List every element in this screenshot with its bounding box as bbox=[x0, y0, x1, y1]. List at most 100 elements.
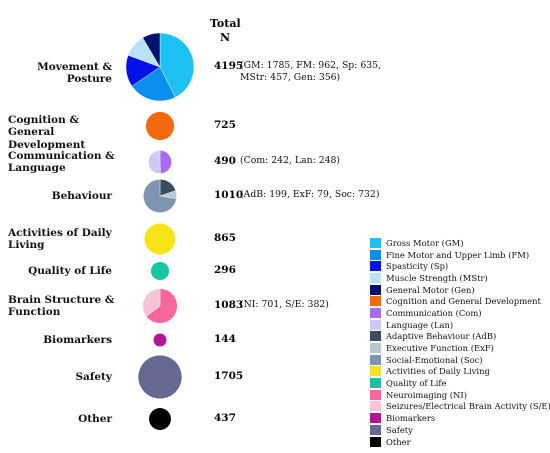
category-label-line: Behaviour bbox=[51, 189, 112, 202]
category-label-line: Other bbox=[78, 412, 112, 425]
breakdown-detail-line: (AdB: 199, ExF: 79, Soc: 732) bbox=[240, 189, 380, 200]
legend-swatch bbox=[370, 272, 381, 283]
pie-slice-qol bbox=[150, 261, 170, 281]
category-label: Quality of Life bbox=[0, 265, 112, 278]
pie-slice-com bbox=[159, 150, 172, 174]
category-label-line: Brain Structure & bbox=[8, 293, 115, 306]
total-value: 1705 bbox=[214, 370, 244, 382]
total-value: 4195 bbox=[214, 60, 244, 72]
category-label-line: Living bbox=[8, 239, 45, 251]
legend-swatch bbox=[370, 249, 381, 260]
category-label: Behaviour bbox=[0, 190, 112, 203]
category-label-line: Activities of Daily bbox=[8, 226, 112, 239]
legend-item: Adaptive Behaviour (AdB) bbox=[370, 331, 550, 343]
pie-slice-se bbox=[142, 288, 161, 317]
legend-label: Quality of Life bbox=[386, 378, 447, 389]
legend-item: Cognition and General Development bbox=[370, 295, 550, 307]
legend-label: Seizures/Electrical Brain Activity (S/E) bbox=[386, 401, 550, 412]
category-label: Communication & Language bbox=[8, 150, 118, 175]
total-value: 865 bbox=[214, 232, 236, 244]
total-value: 1083 bbox=[214, 299, 244, 311]
legend-swatch bbox=[370, 401, 381, 412]
total-header-line1: Total bbox=[210, 17, 241, 30]
legend-swatch bbox=[370, 307, 381, 318]
total-value: 296 bbox=[214, 264, 236, 276]
category-label-line: Function bbox=[8, 306, 61, 318]
pie-slice-lan bbox=[148, 150, 161, 174]
breakdown-detail: (Com: 242, Lan: 248) bbox=[240, 155, 340, 167]
pie-slice-oth bbox=[149, 408, 171, 430]
pie-slice-gm bbox=[159, 32, 195, 98]
category-label-line: Language bbox=[8, 162, 66, 174]
legend-swatch bbox=[370, 331, 381, 342]
category-label-line: Cognition & General bbox=[8, 113, 79, 139]
category-label-line: Biomarkers bbox=[43, 333, 112, 346]
legend-label: Social-Emotional (Soc) bbox=[386, 354, 483, 365]
breakdown-detail-line: (NI: 701, S/E: 382) bbox=[240, 299, 329, 310]
category-label-line: Movement & Posture bbox=[37, 60, 112, 86]
legend-swatch bbox=[370, 413, 381, 424]
legend-item: Safety bbox=[370, 424, 550, 436]
legend-item: Seizures/Electrical Brain Activity (S/E) bbox=[370, 401, 550, 413]
legend-swatch bbox=[370, 284, 381, 295]
legend-label: Cognition and General Development bbox=[386, 296, 541, 307]
legend-label: Adaptive Behaviour (AdB) bbox=[386, 331, 497, 342]
legend-swatch bbox=[370, 424, 381, 435]
category-label-line: Safety bbox=[75, 370, 112, 383]
legend-swatch bbox=[370, 261, 381, 272]
legend-swatch bbox=[370, 319, 381, 330]
category-label: Cognition & General Development bbox=[8, 114, 118, 152]
category-label: Biomarkers bbox=[0, 334, 112, 347]
legend-swatch bbox=[370, 296, 381, 307]
legend-swatch bbox=[370, 354, 381, 365]
legend-item: Fine Motor and Upper Limb (FM) bbox=[370, 249, 550, 261]
legend-item: Neuroimaging (NI) bbox=[370, 389, 550, 401]
pie-slice-cog bbox=[145, 111, 175, 141]
total-header-line2: N bbox=[219, 31, 231, 44]
legend-swatch bbox=[370, 237, 381, 248]
pie-slice-soc bbox=[143, 179, 177, 213]
legend-item: General Motor (Gen) bbox=[370, 284, 550, 296]
legend-item: Other bbox=[370, 436, 550, 448]
legend-label: Gross Motor (GM) bbox=[386, 237, 464, 248]
total-n-header: Total N bbox=[210, 17, 241, 45]
pie-slice-fm bbox=[131, 66, 176, 102]
legend-label: Neuroimaging (NI) bbox=[386, 389, 467, 400]
legend-label: Language (Lan) bbox=[386, 319, 454, 330]
total-value: 437 bbox=[214, 412, 236, 424]
legend-label: Other bbox=[386, 436, 411, 447]
breakdown-detail-line: (GM: 1785, FM: 962, Sp: 635, bbox=[240, 60, 382, 71]
legend-swatch bbox=[370, 343, 381, 354]
legend-label: Spasticity (Sp) bbox=[386, 261, 449, 272]
pie-slice-adl bbox=[144, 223, 176, 255]
breakdown-detail: (AdB: 199, ExF: 79, Soc: 732) bbox=[240, 189, 379, 201]
legend-label: Safety bbox=[386, 424, 413, 435]
breakdown-detail: (NI: 701, S/E: 382) bbox=[240, 299, 329, 311]
legend-item: Executive Function (ExF) bbox=[370, 342, 550, 354]
breakdown-detail: (GM: 1785, FM: 962, Sp: 635, MStr: 457, G… bbox=[240, 60, 381, 84]
legend-label: Communication (Com) bbox=[386, 307, 482, 318]
category-label-line: Development bbox=[8, 138, 86, 151]
breakdown-detail-line: MStr: 457, Gen: 356) bbox=[240, 72, 341, 83]
legend-item: Muscle Strength (MStr) bbox=[370, 272, 550, 284]
category-label: Safety bbox=[0, 371, 112, 384]
category-label: Movement & Posture bbox=[0, 61, 112, 86]
legend-item: Communication (Com) bbox=[370, 307, 550, 319]
pie-slice-saf bbox=[138, 355, 182, 399]
category-label-line: Quality of Life bbox=[28, 264, 112, 277]
category-label: Activities of Daily Living bbox=[8, 227, 118, 252]
legend-label: Executive Function (ExF) bbox=[386, 343, 494, 354]
legend-item: Biomarkers bbox=[370, 412, 550, 424]
pie-slice-bio bbox=[153, 333, 167, 347]
breakdown-detail-line: (Com: 242, Lan: 248) bbox=[240, 155, 341, 166]
total-value: 725 bbox=[214, 119, 236, 131]
legend-label: Muscle Strength (MStr) bbox=[386, 272, 488, 283]
legend-label: Fine Motor and Upper Limb (FM) bbox=[386, 249, 530, 260]
legend-item: Gross Motor (GM) bbox=[370, 237, 550, 249]
pie-slice-ni bbox=[145, 288, 178, 324]
category-label: Other bbox=[0, 413, 112, 426]
legend-swatch bbox=[370, 436, 381, 447]
legend-item: Spasticity (Sp) bbox=[370, 260, 550, 272]
legend-item: Social-Emotional (Soc) bbox=[370, 354, 550, 366]
